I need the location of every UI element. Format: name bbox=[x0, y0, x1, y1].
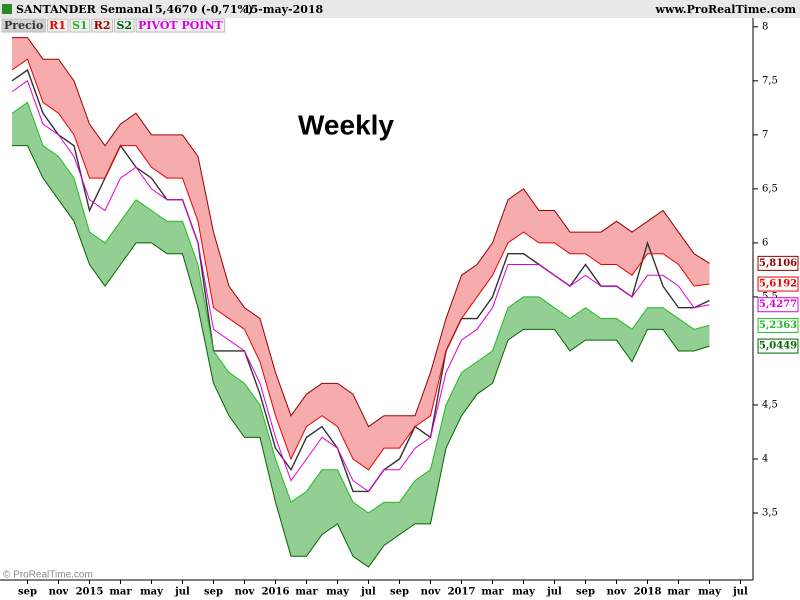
x-tick-label: sep bbox=[576, 587, 595, 598]
series-line bbox=[11, 101, 710, 514]
date: 15-may-2018 bbox=[243, 3, 324, 16]
series-line bbox=[12, 37, 710, 428]
series-line bbox=[12, 145, 710, 568]
value-label: 5,8106 bbox=[759, 258, 797, 269]
header-bar bbox=[0, 0, 800, 18]
legend-entry: S2 bbox=[116, 19, 132, 32]
period: Semanal bbox=[100, 3, 153, 16]
x-tick-label: sep bbox=[18, 587, 37, 598]
x-tick-label: 2015 bbox=[76, 587, 104, 598]
legend-box bbox=[91, 18, 113, 33]
x-tick-label: mar bbox=[667, 587, 690, 598]
legend-box bbox=[1, 18, 46, 33]
legend-entry: R2 bbox=[94, 19, 111, 32]
x-tick-label: sep bbox=[390, 587, 409, 598]
watermark: © ProRealTime.com bbox=[3, 570, 93, 581]
x-tick-label: mar bbox=[109, 587, 132, 598]
x-tick-label: jul bbox=[546, 587, 562, 598]
y-tick-label: 4 bbox=[762, 453, 768, 464]
symbol: SANTANDER bbox=[16, 3, 97, 16]
x-tick-label: nov bbox=[607, 587, 628, 598]
band-fill bbox=[12, 37, 710, 470]
annotation: Weekly bbox=[298, 109, 394, 140]
value-box bbox=[757, 276, 799, 292]
x-tick-label: 2016 bbox=[262, 587, 290, 598]
x-tick-label: may bbox=[698, 587, 722, 598]
value-label: 5,2363 bbox=[759, 320, 797, 331]
y-tick-label: 6,5 bbox=[762, 183, 778, 194]
y-tick-label: 7 bbox=[762, 129, 768, 140]
x-tick-label: jul bbox=[732, 587, 748, 598]
value-label: 5,0449 bbox=[759, 341, 797, 352]
legend-entry: S1 bbox=[72, 19, 88, 32]
value-box bbox=[757, 338, 799, 354]
value-label: 5,6192 bbox=[759, 279, 797, 290]
x-tick-label: mar bbox=[481, 587, 504, 598]
y-tick-label: 7,5 bbox=[762, 75, 778, 86]
y-tick-label: 3,5 bbox=[762, 508, 778, 519]
value-box bbox=[757, 297, 799, 313]
legend-box bbox=[46, 18, 69, 33]
x-tick-label: may bbox=[140, 587, 164, 598]
y-tick-label: 4,5 bbox=[762, 399, 778, 410]
x-tick-label: jul bbox=[174, 587, 190, 598]
series-line bbox=[11, 58, 710, 471]
legend-entry: Precio bbox=[4, 19, 43, 32]
series-line bbox=[11, 80, 710, 493]
value-box bbox=[757, 255, 799, 271]
value-box bbox=[757, 317, 799, 333]
x-tick-label: may bbox=[512, 587, 536, 598]
quote: 5,4670 (-0,71%) bbox=[155, 3, 253, 16]
series-line bbox=[11, 68, 710, 493]
legend-box bbox=[69, 18, 91, 33]
x-tick-label: 2017 bbox=[448, 587, 476, 598]
y-tick-label: 8 bbox=[762, 21, 768, 32]
legend-box bbox=[135, 18, 226, 33]
y-tick-label: 6 bbox=[762, 237, 768, 248]
x-tick-label: may bbox=[326, 587, 350, 598]
y-tick-label: 5,5 bbox=[762, 291, 778, 302]
legend-entry: PIVOT POINT bbox=[138, 19, 223, 32]
x-tick-label: mar bbox=[295, 587, 318, 598]
plot bbox=[11, 37, 710, 568]
site: www.ProRealTime.com bbox=[655, 3, 797, 16]
x-tick-label: nov bbox=[421, 587, 442, 598]
x-tick-label: sep bbox=[204, 587, 223, 598]
x-tick-label: nov bbox=[49, 587, 70, 598]
x-tick-label: nov bbox=[235, 587, 256, 598]
x-tick-label: 2018 bbox=[634, 587, 662, 598]
x-tick-label: jul bbox=[360, 587, 376, 598]
header-icon bbox=[2, 4, 12, 14]
legend-entry: R1 bbox=[49, 19, 66, 32]
band-fill bbox=[12, 102, 710, 568]
value-label: 5,4277 bbox=[759, 299, 797, 310]
legend-box bbox=[113, 18, 135, 33]
